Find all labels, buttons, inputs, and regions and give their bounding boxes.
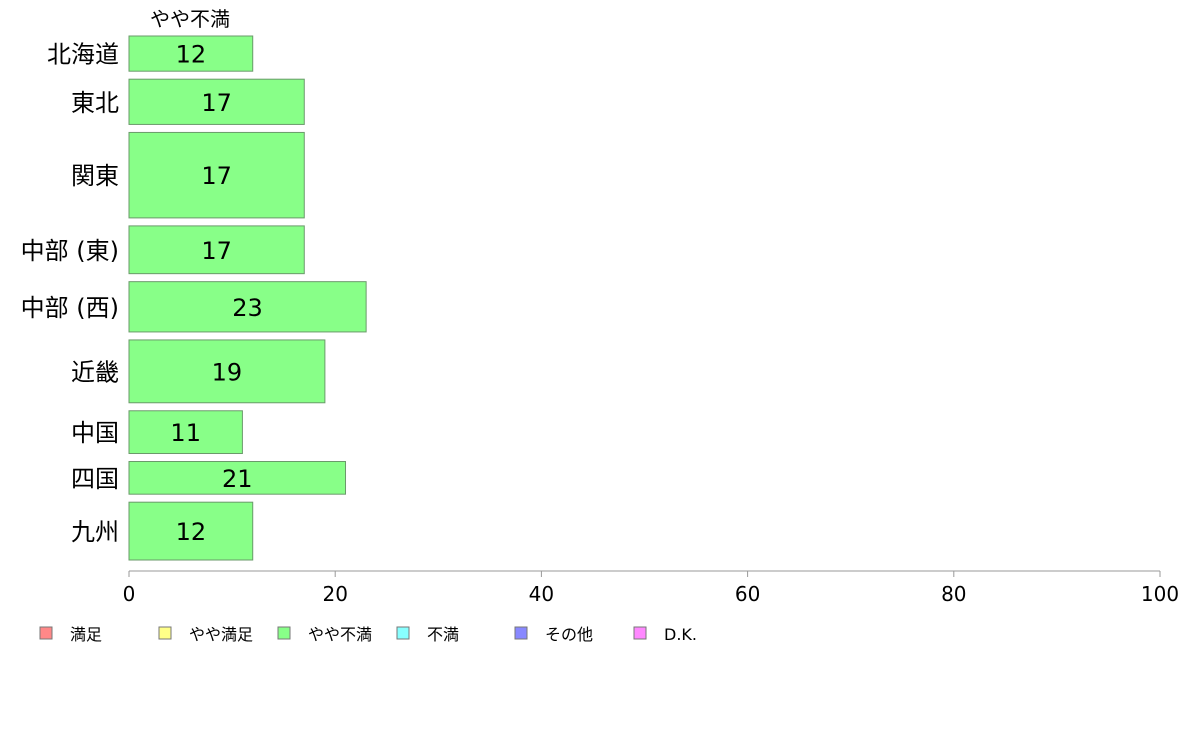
data-label: 21 [222, 465, 253, 493]
bar [128, 410, 243, 455]
category-label: 四国 [71, 465, 119, 493]
bar [128, 78, 305, 125]
legend-swatch [158, 626, 172, 640]
x-axis: 0 20 40 60 80 100 [123, 570, 1179, 606]
legend-label: 満足 [70, 625, 102, 644]
legend-swatch [514, 626, 528, 640]
x-tick-label: 100 [1141, 582, 1179, 606]
bar [128, 131, 305, 219]
category-label: 東北 [71, 89, 119, 117]
data-label: 12 [176, 41, 207, 69]
category-label: 中部 (東) [21, 237, 119, 265]
legend-label: やや満足 [189, 625, 253, 644]
data-label: 17 [201, 89, 232, 117]
bars-layer: 12 北海道 17 東北 17 関東 17 中部 (東) 23 中部 (西) 19 近畿 11 中国 21 四… [21, 35, 367, 561]
x-tick-label: 40 [529, 582, 554, 606]
category-label: 九州 [71, 518, 119, 546]
x-tick-label: 0 [123, 582, 136, 606]
series-header: やや不満 [150, 7, 230, 31]
legend-label: その他 [545, 625, 593, 644]
category-label: 近畿 [71, 358, 119, 386]
bar [128, 501, 254, 561]
bar [128, 35, 254, 72]
data-label: 12 [176, 518, 207, 546]
legend-label: やや不満 [308, 625, 372, 644]
bar [128, 281, 367, 333]
legend-swatch [633, 626, 647, 640]
category-label: 中国 [71, 419, 119, 447]
legend-swatch [39, 626, 53, 640]
x-tick-label: 60 [735, 582, 760, 606]
category-label: 中部 (西) [21, 294, 119, 322]
legend-swatch [396, 626, 410, 640]
bar [128, 225, 305, 275]
legend-label: D.K. [664, 625, 697, 644]
data-label: 19 [212, 358, 243, 386]
data-label: 23 [232, 294, 263, 322]
bar [128, 339, 326, 404]
bar [128, 461, 347, 495]
x-tick-label: 80 [941, 582, 966, 606]
x-tick-label: 20 [322, 582, 347, 606]
data-label: 17 [201, 237, 232, 265]
legend-swatch [277, 626, 291, 640]
data-label: 11 [170, 419, 201, 447]
category-label: 北海道 [47, 41, 119, 69]
legend-label: 不満 [427, 625, 459, 644]
category-label: 関東 [71, 162, 119, 190]
data-label: 17 [201, 162, 232, 190]
legend: 満足 やや満足 やや不満 不満 その他 D.K. [39, 625, 697, 644]
